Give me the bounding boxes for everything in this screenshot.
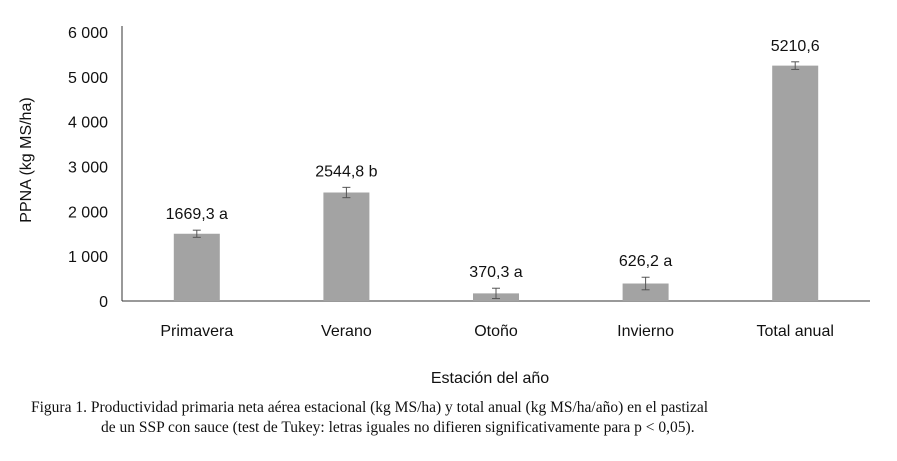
y-axis-ticks: 0 1 000 2 000 3 000 4 000 5 000 6 000 (68, 25, 108, 311)
error-bar (641, 276, 650, 291)
bar (323, 192, 370, 301)
bar (772, 65, 819, 301)
x-tick-label: Primavera (160, 323, 233, 340)
y-tick-label: 6 000 (68, 25, 108, 42)
y-tick-label: 2 000 (68, 204, 108, 221)
y-tick-label: 3 000 (68, 160, 108, 177)
x-axis-tick-labels: Primavera Verano Otoño Invierno Total anual (160, 323, 834, 340)
bar (622, 283, 669, 301)
chart-axes (121, 26, 870, 302)
y-tick-label: 4 000 (68, 115, 108, 132)
figure-caption: Figura 1. Productividad primaria neta aé… (0, 399, 897, 437)
data-label: 1669,3 a (166, 206, 228, 223)
data-label: 2544,8 b (315, 163, 377, 180)
y-axis-label: PPNA (kg MS/ha) (18, 97, 35, 222)
error-bar (192, 229, 201, 238)
x-tick-label: Total anual (757, 323, 834, 340)
bars: 1669,3 a 2544,8 b 370,3 a 626,2 a 5210,6 (166, 38, 820, 301)
error-bar (492, 287, 500, 300)
bar (173, 233, 220, 301)
y-tick-label: 0 (99, 294, 108, 311)
data-label: 370,3 a (469, 264, 522, 281)
x-tick-label: Otoño (474, 323, 518, 340)
error-bar (342, 186, 351, 199)
x-tick-label: Verano (321, 323, 372, 340)
x-tick-label: Invierno (617, 323, 674, 340)
data-label: 626,2 a (619, 253, 672, 270)
data-label: 5210,6 (771, 38, 820, 55)
x-axis-label: Estación del año (431, 370, 549, 387)
y-tick-label: 5 000 (68, 70, 108, 87)
caption-line-1: Figura 1. Productividad primaria neta aé… (31, 399, 709, 416)
caption-line-2: de un SSP con sauce (test de Tukey: letr… (101, 419, 695, 436)
y-tick-label: 1 000 (68, 249, 108, 266)
error-bar (791, 61, 800, 70)
